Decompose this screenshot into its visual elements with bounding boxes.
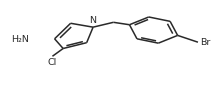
- Text: Cl: Cl: [48, 58, 57, 67]
- Text: H₂N: H₂N: [11, 35, 29, 44]
- Text: N: N: [90, 16, 97, 25]
- Text: Br: Br: [200, 38, 210, 47]
